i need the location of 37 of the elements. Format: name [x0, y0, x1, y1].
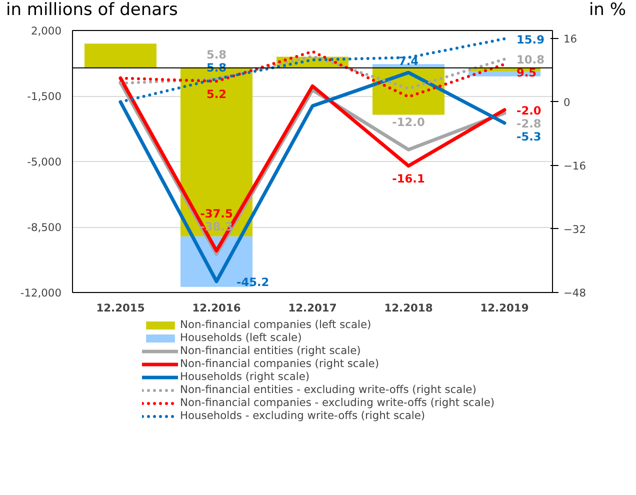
- y-tick-label: -1,500: [27, 90, 62, 103]
- bar: [84, 44, 156, 68]
- x-tick-label: 12.2016: [192, 302, 241, 314]
- x-tick-label: 12.2019: [480, 302, 529, 314]
- y-tick-label: -12,000: [20, 286, 62, 300]
- data-label: -12.0: [392, 115, 425, 130]
- y-axis-title: in millions of denars: [6, 0, 178, 20]
- data-label: -37.5: [200, 206, 233, 220]
- data-label: 15.9: [516, 32, 545, 46]
- legend-label: Non-financial companies - excluding write-offs (right scale): [180, 396, 495, 409]
- x-tick-label: 12.2015: [96, 302, 145, 314]
- y2-tick-label: −48: [564, 286, 586, 300]
- data-label: -45.2: [236, 274, 270, 289]
- y2-tick-label: −32: [564, 222, 586, 236]
- legend-label: Non-financial entities - excluding write-offs (right scale): [180, 383, 476, 396]
- data-label: -16.1: [392, 171, 425, 186]
- y-tick-label: -5,000: [27, 156, 62, 168]
- y-tick-label: -8,500: [27, 221, 62, 234]
- legend-label: Non-financial companies (right scale): [180, 357, 379, 370]
- legend-label: Non-financial companies (left scale): [180, 318, 372, 331]
- data-label: 10.8: [516, 52, 545, 67]
- legend-label: Non-financial entities (right scale): [180, 344, 361, 357]
- y2-tick-label: 16: [564, 32, 578, 46]
- legend-label: Households (left scale): [180, 331, 302, 344]
- x-tick-label: 12.2018: [384, 302, 433, 314]
- data-label: -5.3: [516, 129, 542, 144]
- legend-label: Households (right scale): [180, 370, 310, 383]
- data-label: 5.8: [206, 47, 227, 62]
- y-tick-label: 2,000: [30, 24, 62, 38]
- data-label: -2.0: [516, 103, 542, 118]
- y2-axis-title: in %: [588, 0, 626, 20]
- data-label: 5.2: [206, 86, 227, 101]
- y2-tick-label: −16: [564, 159, 586, 172]
- x-tick-label: 12.2017: [288, 302, 337, 314]
- y2-tick-label: 0: [564, 96, 570, 109]
- data-label: -2.8: [516, 116, 542, 130]
- legend-label: Households - excluding write-offs (right scale): [180, 409, 426, 422]
